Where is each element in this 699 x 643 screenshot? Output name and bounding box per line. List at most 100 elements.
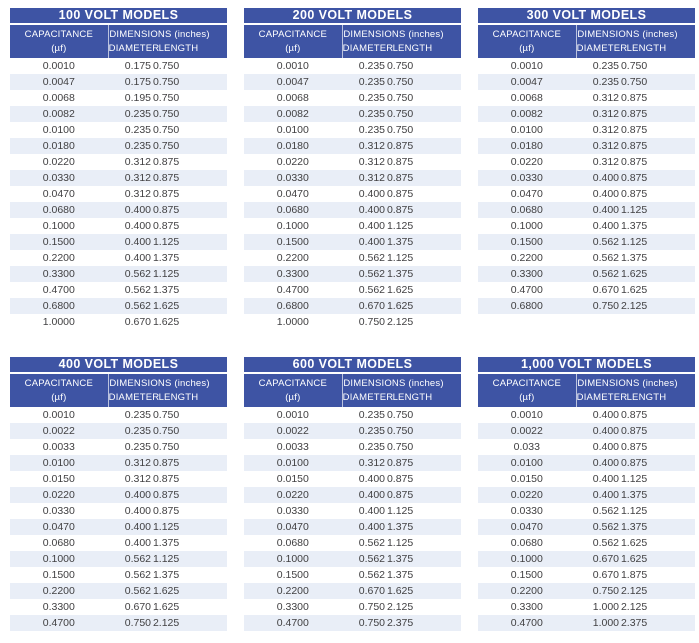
capacitance-header-group: CAPACITANCE (µf) — [244, 25, 342, 58]
table-row: 0.2200 0.562 1.625 — [10, 583, 227, 599]
diameter-cell: 0.400 — [358, 188, 386, 200]
length-cell: 0.750 — [152, 60, 180, 72]
length-cell: 1.375 — [152, 252, 180, 264]
length-cell: 0.750 — [386, 441, 414, 453]
length-cell: 1.125 — [152, 268, 180, 280]
table-row: 0.2200 0.750 2.125 — [478, 583, 695, 599]
table-row: 0.0220 0.312 0.875 — [244, 154, 461, 170]
diameter-cell: 0.400 — [358, 521, 386, 533]
diameter-cell: 0.400 — [124, 537, 152, 549]
table-title: 600 VOLT MODELS — [244, 357, 461, 374]
table-row: 0.0470 0.562 1.375 — [478, 519, 695, 535]
length-cell: 0.875 — [620, 457, 648, 469]
capacitance-cell: 0.0047 — [276, 76, 309, 88]
capacitance-cell: 0.0100 — [510, 124, 543, 136]
diameter-cell: 0.312 — [358, 140, 386, 152]
capacitance-cell: 0.0068 — [510, 92, 543, 104]
length-cell: 2.125 — [152, 617, 180, 629]
capacitance-cell: 0.0033 — [42, 441, 75, 453]
capacitance-cell: 0.0470 — [42, 521, 75, 533]
diameter-cell: 0.562 — [358, 553, 386, 565]
capacitance-cell: 0.0680 — [42, 204, 75, 216]
table-row: 0.2200 0.562 1.125 — [244, 250, 461, 266]
diameter-cell: 0.562 — [124, 284, 152, 296]
length-cell: 0.750 — [386, 108, 414, 120]
capacitance-cell: 0.0680 — [42, 537, 75, 549]
table-row: 0.0082 0.235 0.750 — [10, 106, 227, 122]
diameter-cell: 0.670 — [592, 569, 620, 581]
capacitance-cell: 0.0100 — [42, 124, 75, 136]
length-cell: 1.375 — [620, 220, 648, 232]
capacitance-cell: 0.0470 — [42, 188, 75, 200]
capacitance-cell: 0.0470 — [276, 521, 309, 533]
capacitance-cell: 0.0010 — [510, 60, 543, 72]
length-cell: 0.750 — [152, 124, 180, 136]
diameter-cell: 0.400 — [124, 236, 152, 248]
table-row: 0.1000 0.562 1.375 — [244, 551, 461, 567]
capacitance-cell: 0.1500 — [510, 236, 543, 248]
diameter-cell: 0.235 — [124, 140, 152, 152]
length-cell: 0.875 — [152, 156, 180, 168]
table-row: 0.0150 0.400 0.875 — [244, 471, 461, 487]
capacitance-cell: 0.1000 — [510, 553, 543, 565]
volt-table-200: 200 VOLT MODELS CAPACITANCE (µf) DIMENSI… — [244, 8, 461, 330]
capacitance-cell: 0.0180 — [276, 140, 309, 152]
table-row: 0.0068 0.235 0.750 — [244, 90, 461, 106]
table-row: 0.1500 0.562 1.375 — [244, 567, 461, 583]
diameter-cell: 0.312 — [592, 92, 620, 104]
table-row: 0.0330 0.400 1.125 — [244, 503, 461, 519]
capacitance-cell: 0.0220 — [42, 156, 75, 168]
diameter-cell: 0.312 — [358, 457, 386, 469]
table-row: 0.0220 0.400 1.375 — [478, 487, 695, 503]
diameter-cell: 0.175 — [124, 76, 152, 88]
table-row: 0.1500 0.400 1.125 — [10, 234, 227, 250]
table-title: 1,000 VOLT MODELS — [478, 357, 695, 374]
capacitance-cell: 0.4700 — [42, 284, 75, 296]
table-row: 0.0010 0.235 0.750 — [478, 58, 695, 74]
diameter-cell: 0.750 — [592, 300, 620, 312]
length-cell: 1.125 — [620, 473, 648, 485]
diameter-cell: 0.312 — [124, 156, 152, 168]
table-row: 0.2200 0.670 1.625 — [244, 583, 461, 599]
diameter-cell: 0.235 — [124, 425, 152, 437]
capacitance-cell: 0.0220 — [510, 489, 543, 501]
diameter-cell: 0.235 — [124, 108, 152, 120]
capacitance-cell: 0.0100 — [42, 457, 75, 469]
diameter-cell: 0.235 — [124, 124, 152, 136]
length-cell: 1.125 — [620, 236, 648, 248]
capacitance-cell: 0.4700 — [510, 284, 543, 296]
diameter-header: DIAMETER — [576, 43, 628, 55]
table-row: 0.3300 0.750 2.125 — [244, 599, 461, 615]
diameter-cell: 0.400 — [358, 220, 386, 232]
length-cell: 1.125 — [386, 505, 414, 517]
volt-table-1000: 1,000 VOLT MODELS CAPACITANCE (µf) DIMEN… — [478, 357, 695, 631]
capacitance-cell: 0.0082 — [276, 108, 309, 120]
table-row: 0.3300 0.562 1.625 — [478, 266, 695, 282]
diameter-cell: 0.312 — [592, 140, 620, 152]
length-cell: 0.875 — [386, 156, 414, 168]
table-row: 0.0470 0.400 0.875 — [478, 186, 695, 202]
diameter-header: DIAMETER — [342, 43, 394, 55]
table-row: 0.3300 0.562 1.375 — [244, 266, 461, 282]
diameter-cell: 0.312 — [124, 457, 152, 469]
diameter-cell: 0.400 — [124, 220, 152, 232]
table-row: 0.0220 0.312 0.875 — [478, 154, 695, 170]
dimensions-header-group: DIMENSIONS (inches) DIAMETER LENGTH — [341, 374, 461, 407]
table-row: 0.0100 0.235 0.750 — [244, 122, 461, 138]
table-rows: 0.0010 0.235 0.750 0.0047 0.235 0.750 0.0068 0.… — [244, 58, 461, 330]
length-cell: 0.875 — [152, 505, 180, 517]
diameter-cell: 0.562 — [124, 300, 152, 312]
length-cell: 0.875 — [386, 457, 414, 469]
length-cell: 1.625 — [620, 284, 648, 296]
capacitance-header-group: CAPACITANCE (µf) — [478, 25, 576, 58]
diameter-cell: 0.562 — [124, 268, 152, 280]
length-cell: 1.375 — [152, 284, 180, 296]
capacitance-cell: 0.0680 — [510, 537, 543, 549]
length-cell: 1.375 — [620, 489, 648, 501]
length-cell: 0.750 — [386, 76, 414, 88]
diameter-cell: 0.400 — [592, 441, 620, 453]
table-title: 300 VOLT MODELS — [478, 8, 695, 25]
capacitance-cell: 0.0022 — [42, 425, 75, 437]
length-cell: 0.750 — [152, 425, 180, 437]
length-cell: 0.875 — [386, 172, 414, 184]
